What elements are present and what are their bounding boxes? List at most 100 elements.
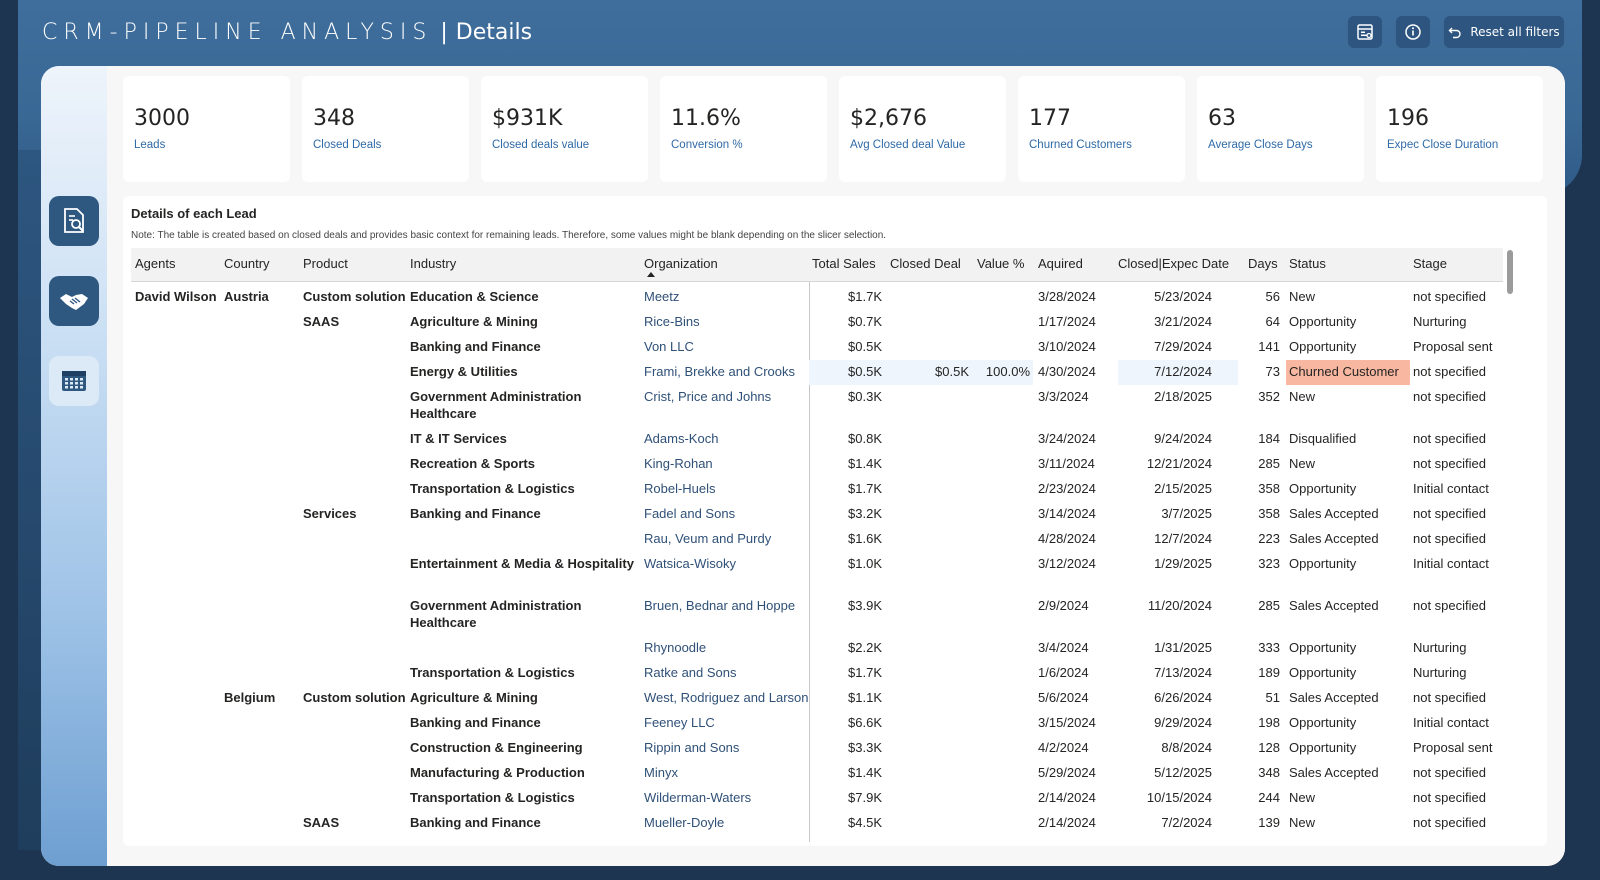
kpi-value: 177 (1029, 106, 1071, 131)
table-row[interactable]: Belgium Custom solution Agriculture & Mini… (131, 689, 1503, 714)
cell-acq: 3/11/2024 (1038, 456, 1095, 471)
cell-org: Fadel and Sons (644, 506, 736, 521)
cell-org: Wilderman-Waters (644, 790, 752, 805)
column-header[interactable]: Industry (410, 256, 457, 271)
cell-sales: $1.4K (848, 765, 882, 780)
cell-product: Services (303, 506, 357, 521)
cell-date: 7/12/2024 (1154, 364, 1212, 379)
info-button[interactable] (1396, 16, 1430, 48)
column-header[interactable]: Stage (1413, 256, 1447, 271)
cell-org: Rippin and Sons (644, 740, 740, 755)
cell-days: 244 (1258, 790, 1280, 805)
table-row[interactable]: IT & IT Services Adams-Koch $0.8K 3/24/2024… (131, 430, 1503, 455)
table-row[interactable]: Services Banking and Finance Fadel and Son… (131, 505, 1503, 530)
cell-industry: Manufacturing & Production (410, 765, 585, 780)
table-row[interactable]: Banking and Finance Von LLC $0.5K 3/10/2024… (131, 338, 1503, 363)
cell-product: Custom solution (303, 690, 406, 705)
kpi-row: 3000 Leads 348 Closed Deals $931K Closed de… (123, 76, 1543, 182)
nav-deals-button[interactable] (49, 276, 99, 326)
table-row[interactable]: Energy & Utilities Frami, Brekke and Croo… (131, 360, 1503, 388)
cell-date: 8/8/2024 (1161, 740, 1212, 755)
table-row[interactable]: Government Administration Healthcare Brue… (131, 597, 1503, 639)
column-header[interactable]: Status (1289, 256, 1326, 271)
reset-filters-button[interactable]: Reset all filters (1444, 16, 1564, 48)
cell-org: Robel-Huels (644, 481, 716, 496)
cell-days: 128 (1258, 740, 1280, 755)
table-row[interactable]: Transportation & Logistics Wilderman-Wate… (131, 789, 1503, 814)
cell-org: Ratke and Sons (644, 665, 737, 680)
table-row[interactable]: Construction & Engineering Rippin and Son… (131, 739, 1503, 764)
table-row[interactable]: Recreation & Sports King-Rohan $1.4K 3/11/2… (131, 455, 1503, 480)
report-button[interactable] (1348, 16, 1382, 48)
cell-acq: 2/9/2024 (1038, 598, 1089, 613)
cell-days: 198 (1258, 715, 1280, 730)
cell-stage: not specified (1413, 506, 1486, 521)
table-row[interactable]: Manufacturing & Production Minyx $1.4K 5/29… (131, 764, 1503, 789)
table-row[interactable]: Transportation & Logistics Ratke and Sons… (131, 664, 1503, 689)
column-header[interactable]: Value % (977, 256, 1025, 271)
column-header[interactable]: Organization (644, 256, 718, 271)
cell-org: Frami, Brekke and Crooks (644, 364, 795, 379)
cell-org: Meetz (644, 289, 680, 304)
cell-days: 73 (1265, 364, 1280, 379)
cell-stage: not specified (1413, 364, 1486, 379)
column-header[interactable]: Product (303, 256, 348, 271)
cell-industry: Agriculture & Mining (410, 314, 538, 329)
nav-calendar-button[interactable] (49, 356, 99, 406)
cell-industry: Banking and Finance (410, 339, 541, 354)
cell-date: 2/15/2025 (1154, 481, 1212, 496)
cell-org: Von LLC (644, 339, 694, 354)
table-row[interactable]: Transportation & Logistics Robel-Huels $1.… (131, 480, 1503, 505)
kpi-card: 348 Closed Deals (302, 76, 469, 182)
kpi-card: 11.6% Conversion % (660, 76, 827, 182)
table-row[interactable]: Entertainment & Media & Hospitality Watsi… (131, 555, 1503, 597)
cell-days: 189 (1258, 665, 1280, 680)
nav-details-button[interactable] (49, 196, 99, 246)
table-row[interactable]: David Wilson Austria Custom solution Educat… (131, 288, 1503, 313)
cell-status: New (1289, 289, 1316, 304)
cell-org: West, Rodriguez and Larson (644, 690, 809, 705)
main-panel: 3000 Leads 348 Closed Deals $931K Closed de… (41, 66, 1565, 866)
details-table: Agents Country Product Industry Organization… (131, 248, 1503, 842)
cell-product: SAAS (303, 815, 340, 830)
column-header[interactable]: Total Sales (812, 256, 876, 271)
cell-sales: $1.7K (848, 481, 882, 496)
cell-status: Sales Accepted (1289, 598, 1379, 613)
row-highlight (890, 360, 1033, 385)
cell-product: SAAS (303, 314, 340, 329)
cell-days: 141 (1258, 339, 1280, 354)
cell-acq: 3/3/2024 (1038, 389, 1089, 404)
table-row[interactable]: SAAS Agriculture & Mining Rice-Bins $0.7K 1/… (131, 313, 1503, 338)
cell-sales: $6.6K (848, 715, 882, 730)
table-row[interactable]: Rhynoodle $2.2K 3/4/2024 1/31/2025 333 Opport… (131, 639, 1503, 664)
cell-acq: 3/1/2024 (1038, 839, 1089, 842)
column-header[interactable]: Country (224, 256, 270, 271)
column-header[interactable]: Agents (135, 256, 176, 271)
table-scrollbar[interactable] (1507, 250, 1513, 294)
table-row[interactable]: SAAS Banking and Finance Mueller-Doyle $4.5… (131, 814, 1503, 839)
cell-status: Sales Accepted (1289, 765, 1379, 780)
column-header[interactable]: Aquired (1038, 256, 1083, 271)
kpi-value: $2,676 (850, 106, 927, 131)
cell-status: Sales Accepted (1289, 531, 1379, 546)
cell-acq: 3/10/2024 (1038, 339, 1096, 354)
table-body[interactable]: David Wilson Austria Custom solution Educat… (131, 282, 1503, 842)
column-header[interactable]: Closed Deal (890, 256, 961, 271)
cell-days: 187 (1258, 839, 1280, 842)
table-row[interactable]: Education & Science Devpoint $0.2K 3/1/2024… (131, 839, 1503, 842)
cell-sales: $1.7K (848, 289, 882, 304)
calendar-icon (62, 371, 86, 391)
table-note: Note: The table is created based on clos… (131, 230, 887, 241)
cell-stage: not specified (1413, 431, 1486, 446)
cell-days: 223 (1258, 531, 1280, 546)
title-sub: Details (455, 20, 533, 45)
column-header[interactable]: Closed|Expec Date (1118, 256, 1230, 271)
cell-date: 12/21/2024 (1146, 456, 1212, 471)
cell-status: Sales Accepted (1289, 506, 1379, 521)
table-row[interactable]: Rau, Veum and Purdy $1.6K 4/28/2024 12/7/20… (131, 530, 1503, 555)
column-header[interactable]: Days (1248, 256, 1278, 271)
cell-acq: 2/14/2024 (1038, 790, 1096, 805)
table-row[interactable]: Government Administration Healthcare Cris… (131, 388, 1503, 430)
cell-status: New (1289, 389, 1316, 404)
table-row[interactable]: Banking and Finance Feeney LLC $6.6K 3/15/2… (131, 714, 1503, 739)
